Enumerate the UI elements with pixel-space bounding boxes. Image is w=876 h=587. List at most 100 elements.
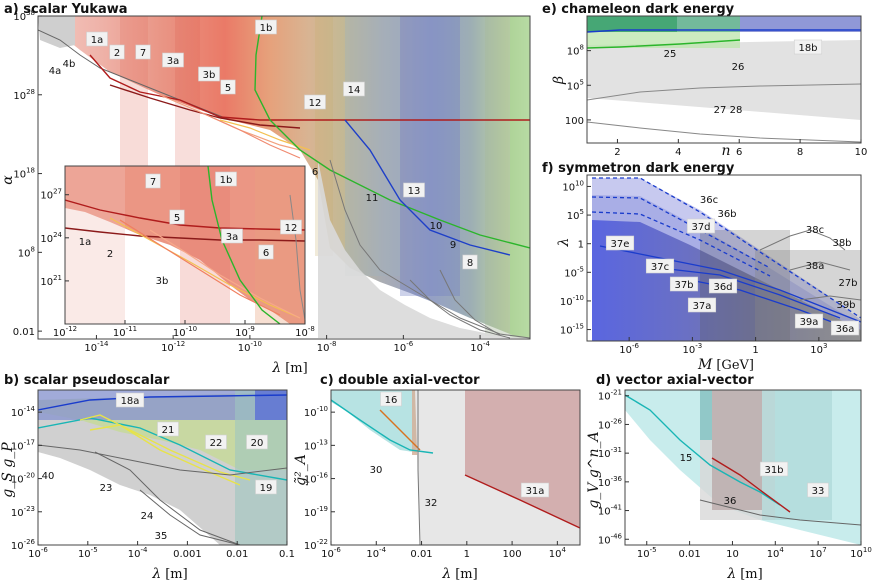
y-tick-label: 105 xyxy=(567,208,584,222)
curve-label-box xyxy=(86,31,108,47)
panel-e: e) chameleon dark energy xyxy=(542,2,862,144)
y-tick-label: 1024 xyxy=(40,231,62,245)
curve-label: 6 xyxy=(312,167,318,178)
panel-e-xlabel: n xyxy=(721,143,730,159)
x-tick-label: 10-4 xyxy=(128,546,148,560)
curve-label: 3b xyxy=(203,70,216,81)
curve-label-box xyxy=(462,254,478,270)
y-tick-label: 10-26 xyxy=(598,417,623,431)
x-tick-label: 10-4 xyxy=(366,546,386,560)
y-tick-label: 10-41 xyxy=(598,504,622,518)
curve-label: 3a xyxy=(226,232,239,243)
x-tick-label: 8 xyxy=(797,147,803,158)
curve-label-box xyxy=(403,182,425,198)
x-tick-label: 10-4 xyxy=(470,340,490,354)
y-tick-label: 10-19 xyxy=(304,505,328,519)
curve-label: 32 xyxy=(425,498,438,509)
x-tick-label: 10-9 xyxy=(235,325,255,339)
x-tick-label: 10-6 xyxy=(28,546,48,560)
curve-label-box xyxy=(157,421,179,437)
y-tick-label: 10-15 xyxy=(560,323,584,337)
curve-1a xyxy=(89,54,530,121)
curve-label: 19 xyxy=(260,483,273,494)
curve-label: 31b xyxy=(764,465,783,476)
x-tick-label: 10-8 xyxy=(295,325,315,339)
curve-label-box xyxy=(169,209,185,225)
curve-label: 3a xyxy=(167,56,180,67)
panel-c-xlabel: λ [m] xyxy=(441,566,477,582)
panel-d: d) vector axial-vector xyxy=(596,373,862,546)
y-tick-label: 10-31 xyxy=(598,446,622,460)
x-tick-label: 10-11 xyxy=(113,325,137,339)
curve-label: 4a xyxy=(49,66,62,77)
curve-label: 1a xyxy=(91,35,104,46)
curve-label: 16 xyxy=(385,395,398,406)
curve-label: 22 xyxy=(210,438,223,449)
curve-label-box xyxy=(759,461,789,477)
x-tick-label: 4 xyxy=(675,147,681,158)
y-tick-label: 10-36 xyxy=(598,475,623,489)
panel-f-xlabel: M [GeV] xyxy=(697,357,754,373)
curve-label-box xyxy=(304,94,326,110)
curve-label-box xyxy=(807,482,829,498)
y-tick-label: 10-10 xyxy=(560,294,584,308)
curve-label-box xyxy=(258,244,274,260)
x-tick-label: 103 xyxy=(810,342,827,356)
x-tick-label: 1 xyxy=(464,549,470,560)
y-tick-label: 0.01 xyxy=(13,327,35,338)
curve-label: 2 xyxy=(114,48,120,59)
curve-label: 20 xyxy=(251,438,264,449)
curve-label: 10 xyxy=(430,221,443,232)
curve-label-box xyxy=(115,392,145,408)
y-tick-label: 10-14 xyxy=(11,405,36,419)
y-tick-label: 108 xyxy=(18,245,35,259)
panel-c-ylabel: g̃²_A xyxy=(293,454,309,486)
y-tick-label: 100 xyxy=(565,116,584,127)
x-tick-label: 10 xyxy=(726,549,739,560)
curve-label: 13 xyxy=(408,186,421,197)
y-tick-label: 10-5 xyxy=(564,265,584,279)
curve-label: 30 xyxy=(370,465,383,476)
panel-a: a) scalar Yukawa xyxy=(4,2,531,340)
curve-label: 37b xyxy=(674,280,693,291)
curve-label: 27 xyxy=(714,105,727,116)
panel-b-ylabel: g_S g_P xyxy=(0,442,16,498)
x-tick-label: 10-14 xyxy=(84,340,109,354)
x-tick-label: 10-12 xyxy=(53,325,77,339)
curve-label-box xyxy=(215,171,237,187)
curve-label: 18b xyxy=(798,43,817,54)
curve-label-box xyxy=(198,66,220,82)
y-tick-label: 105 xyxy=(567,78,584,92)
x-tick-label: 0.001 xyxy=(173,549,202,560)
dynamic-layer: 10-14 10-12 10-10 10-8 10-6 10-40.01108101810… xyxy=(0,9,872,582)
curve-label-box xyxy=(221,228,243,244)
y-tick-label: 10-23 xyxy=(11,505,35,519)
curve-label: 1b xyxy=(220,175,233,186)
curve-label-box xyxy=(794,313,824,329)
x-tick-label: 100 xyxy=(503,549,522,560)
y-tick-label: 1010 xyxy=(562,179,584,193)
curve-label: 8 xyxy=(467,258,473,269)
x-tick-label: 0.1 xyxy=(279,549,295,560)
y-tick-label: 10-46 xyxy=(598,532,623,546)
curve-label-box xyxy=(605,235,635,251)
y-tick-label: 1038 xyxy=(13,9,35,23)
curve-label: 31a xyxy=(526,486,545,497)
curve-label: 38b xyxy=(832,238,851,249)
y-tick-label: 1027 xyxy=(40,188,62,202)
panel-b: b) scalar pseudoscalar xyxy=(4,373,288,546)
curve-label: 37e xyxy=(611,239,630,250)
curve-label: 2 xyxy=(107,249,113,260)
panel-a-inset xyxy=(64,165,306,325)
y-tick-label: 1018 xyxy=(13,167,35,181)
y-tick-label: 10-17 xyxy=(11,438,35,452)
curve-label-box xyxy=(255,479,277,495)
curve-label: 24 xyxy=(141,511,154,522)
panel-d-ylabel: g_V g^n_A xyxy=(586,431,602,508)
curve-label-box xyxy=(686,218,716,234)
x-tick-label: 104 xyxy=(767,546,785,560)
x-tick-label: 0.01 xyxy=(410,549,432,560)
curve-label: 1b xyxy=(260,23,273,34)
curve-label: 36 xyxy=(724,496,737,507)
x-tick-label: 2 xyxy=(614,147,620,158)
